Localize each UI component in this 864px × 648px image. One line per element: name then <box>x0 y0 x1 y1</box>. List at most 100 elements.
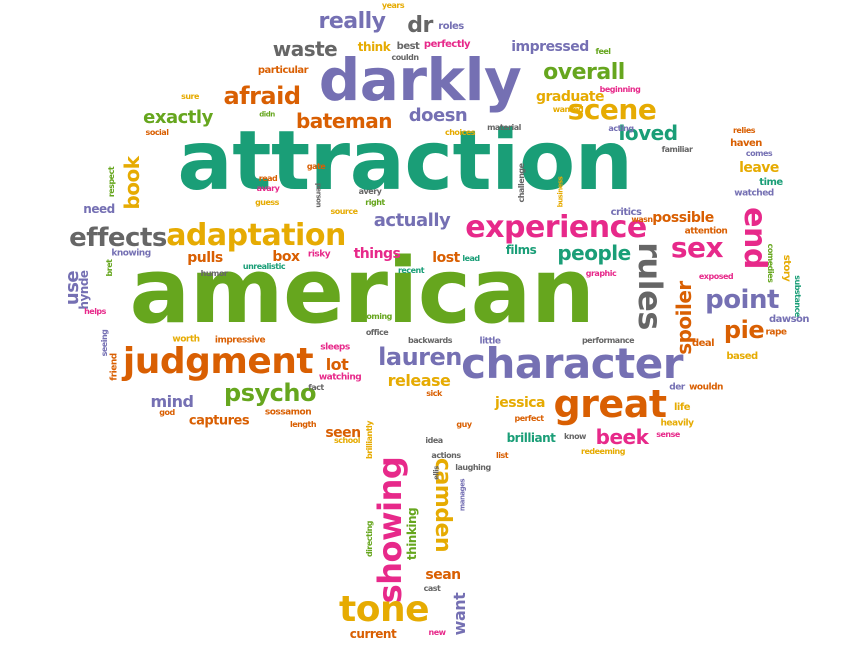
word-really: really <box>318 9 386 34</box>
word-sean: sean <box>425 567 461 583</box>
word-experience: experience <box>465 210 647 245</box>
word-sick: sick <box>426 389 442 398</box>
word-performance: performance <box>581 336 635 345</box>
word-captures: captures <box>188 413 250 429</box>
word-perfect: perfect <box>514 414 544 423</box>
word-attention: attention <box>684 226 728 237</box>
word-right: right <box>365 198 385 207</box>
word-der: der <box>669 382 685 393</box>
word-thinking: thinking <box>405 507 419 561</box>
word-release: release <box>387 371 451 390</box>
word-new: new <box>428 628 446 637</box>
word-want: want <box>450 592 469 636</box>
word-respect: respect <box>107 166 116 198</box>
word-critics: critics <box>610 207 642 218</box>
word-time: time <box>759 177 783 188</box>
word-beek: beek <box>595 425 649 449</box>
word-lot: lot <box>325 355 349 374</box>
word-acting: acting <box>608 124 634 133</box>
word-school: school <box>334 436 360 445</box>
word-guess: guess <box>255 198 279 207</box>
word-challenge: challenge <box>517 163 526 203</box>
word-friend: friend <box>109 353 120 381</box>
word-recent: recent <box>397 266 425 275</box>
word-beginning: beginning <box>599 85 641 94</box>
word-watching: watching <box>318 372 362 383</box>
word-bret: bret <box>105 259 114 277</box>
word-box: box <box>272 249 300 265</box>
word-wanted: wanted <box>552 105 584 114</box>
word-loved: loved <box>618 121 678 145</box>
word-sure: sure <box>181 92 199 101</box>
word-rules: rules <box>631 242 669 330</box>
word-unrealistic: unrealistic <box>242 262 286 271</box>
word-god: god <box>159 408 175 417</box>
word-think: think <box>357 40 391 54</box>
word-people: people <box>557 241 631 265</box>
word-choices: choices <box>444 128 476 137</box>
word-impressed: impressed <box>511 39 589 55</box>
word-dawson: dawson <box>768 314 810 325</box>
word-seen: seen <box>325 425 361 441</box>
word-actually: actually <box>373 210 451 231</box>
word-possible: possible <box>652 210 714 226</box>
word-things: things <box>353 246 401 262</box>
word-showing: showing <box>371 456 409 604</box>
word-darkly: darkly <box>318 46 522 114</box>
word-waste: waste <box>272 37 338 61</box>
word-story: story <box>781 254 792 282</box>
word-perfectly: perfectly <box>423 39 471 50</box>
word-life: life <box>674 402 691 413</box>
word-mind: mind <box>150 392 195 411</box>
word-watched: watched <box>734 188 774 199</box>
word-idea: idea <box>425 436 443 445</box>
word-wouldn: wouldn <box>689 382 723 393</box>
word-brilliantly: brilliantly <box>365 420 374 460</box>
word-brilliant: brilliant <box>506 431 556 445</box>
word-hynde: hynde <box>77 270 91 310</box>
word-tone: tone <box>339 589 430 630</box>
word-effects: effects <box>69 223 167 253</box>
word-laughing: laughing <box>455 463 491 472</box>
word-graphic: graphic <box>585 269 617 278</box>
word-guy: guy <box>456 420 472 429</box>
word-material: material <box>487 123 521 132</box>
word-book: book <box>120 156 144 210</box>
word-jessica: jessica <box>494 395 546 411</box>
word-comes: comes <box>745 149 773 158</box>
word-sleeps: sleeps <box>320 342 350 353</box>
word-lost: lost <box>432 250 460 266</box>
word-films: films <box>505 243 537 257</box>
word-list: list <box>495 451 509 460</box>
word-deal: deal <box>691 338 715 349</box>
word-knowing: knowing <box>111 248 151 259</box>
word-graduate: graduate <box>536 89 605 105</box>
word-exactly: exactly <box>143 107 213 128</box>
word-pulls: pulls <box>187 250 223 266</box>
word-bateman: bateman <box>295 109 393 133</box>
word-haven: haven <box>730 138 762 149</box>
word-feel: feel <box>595 47 611 56</box>
word-sex: sex <box>670 231 724 264</box>
word-directing: directing <box>365 520 374 558</box>
word-adaptation: adaptation <box>166 218 346 253</box>
word-dr: dr <box>407 13 433 38</box>
word-couldn: couldn <box>391 53 419 62</box>
word-helps: helps <box>84 307 106 316</box>
word-coming: coming <box>362 312 392 321</box>
word-risky: risky <box>307 249 331 260</box>
word-exposed: exposed <box>698 272 734 281</box>
word-didn: didn <box>259 110 275 119</box>
word-backwards: backwards <box>408 336 452 345</box>
word-sossamon: sossamon <box>264 407 312 418</box>
word-judgment: judgment <box>122 341 314 382</box>
word-need: need <box>83 202 115 216</box>
word-point: point <box>705 285 779 315</box>
word-american: american <box>129 239 595 344</box>
word-lead: lead <box>462 254 480 263</box>
word-familiar: familiar <box>661 145 693 154</box>
word-source: source <box>330 207 358 216</box>
word-character: character <box>461 339 683 388</box>
word-roles: roles <box>438 21 464 32</box>
